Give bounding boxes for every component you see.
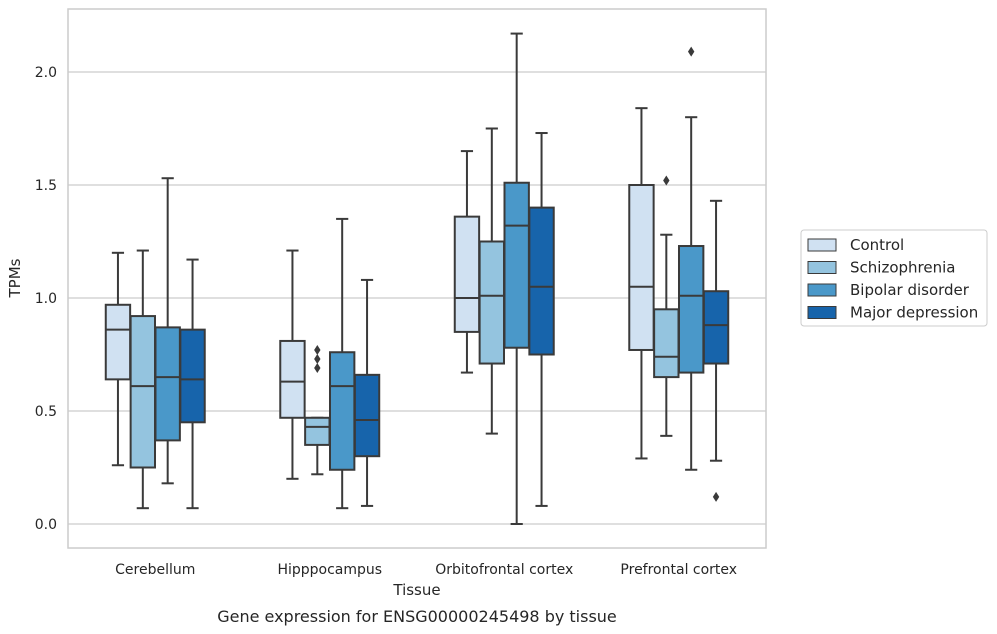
box-group (677, 46, 705, 471)
x-tick-label: Cerebellum (115, 562, 195, 578)
outlier-point (663, 175, 670, 186)
box (353, 373, 381, 458)
box (304, 416, 331, 446)
legend-label: Bipolar disorder (850, 281, 970, 299)
box (702, 290, 730, 365)
boxes (104, 32, 730, 525)
legend-swatch (807, 261, 837, 274)
legend-swatch (807, 306, 837, 319)
y-tick-label: 2.0 (35, 65, 57, 81)
legend-label: Schizophrenia (850, 259, 955, 277)
outlier-point (314, 363, 321, 374)
box (328, 351, 356, 471)
box (478, 240, 506, 365)
y-tick-labels: 0.0 0.5 1.0 1.5 2.0 (35, 65, 57, 533)
x-tick-label: Prefrontal cortex (620, 562, 737, 578)
box (677, 245, 705, 374)
y-tick-label: 1.0 (35, 291, 57, 307)
box-group (129, 249, 157, 510)
legend-swatch (807, 238, 837, 252)
box (628, 184, 655, 351)
box (453, 215, 481, 333)
plot-area (67, 8, 767, 549)
legend: Control Schizophrenia Bipolar disorder Majo… (800, 229, 988, 327)
legend-label: Control (850, 236, 904, 254)
y-axis-title: TPMs (6, 258, 24, 298)
box (154, 326, 181, 442)
box-group (653, 175, 680, 437)
box-group (304, 344, 331, 476)
box-group (453, 150, 481, 374)
box-group (528, 132, 555, 507)
chart-caption: Gene expression for ENSG00000245498 by t… (217, 607, 617, 626)
box (503, 181, 530, 349)
box-group (628, 107, 655, 460)
box (104, 303, 132, 381)
box-group (328, 217, 356, 510)
box (653, 308, 680, 379)
legend-frame (800, 229, 988, 327)
outlier-point (314, 344, 321, 355)
x-tick-label: Hipppocampus (277, 562, 382, 578)
x-axis-title: Tissue (392, 581, 440, 599)
y-tick-label: 0.0 (35, 517, 57, 533)
box (279, 339, 306, 419)
box (528, 206, 555, 356)
x-tick-labels: Cerebellum Hipppocampus Orbitofrontal cort… (115, 562, 737, 578)
y-tick-label: 1.5 (35, 178, 57, 194)
y-tick-label: 0.5 (35, 404, 57, 420)
box-group (702, 199, 730, 502)
legend-label: Major depression (850, 304, 978, 322)
box (129, 315, 157, 469)
legend-swatch (807, 283, 837, 297)
outlier-point (687, 46, 695, 57)
outlier-point (712, 491, 720, 502)
box-group (179, 258, 206, 510)
box-group (353, 278, 381, 507)
x-tick-label: Orbitofrontal cortex (435, 562, 573, 578)
box-group (279, 249, 306, 480)
box (179, 328, 206, 424)
outlier-point (314, 354, 321, 365)
